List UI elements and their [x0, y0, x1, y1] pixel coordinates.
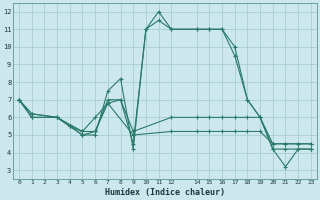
X-axis label: Humidex (Indice chaleur): Humidex (Indice chaleur): [105, 188, 225, 197]
